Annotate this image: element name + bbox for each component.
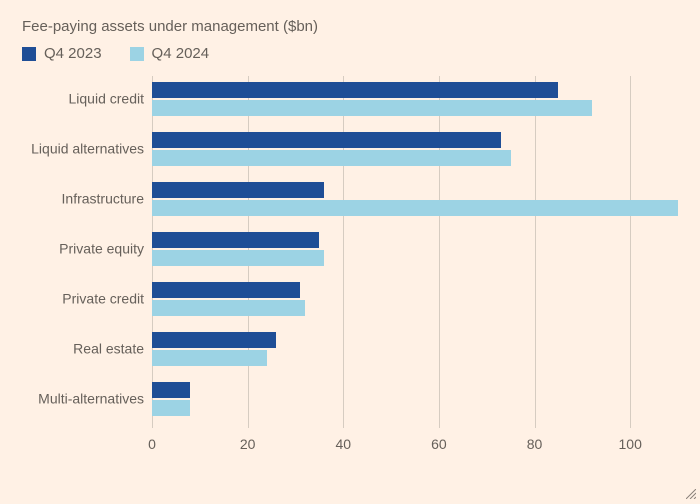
category-label: Private equity bbox=[22, 241, 144, 256]
plot-wrapper: 0 20 40 60 80 100 Liquid credit Liquid alterna… bbox=[22, 68, 678, 464]
bar bbox=[152, 200, 678, 216]
x-tick-label: 100 bbox=[618, 436, 641, 452]
legend-item-0: Q4 2023 bbox=[22, 45, 102, 62]
bar bbox=[152, 250, 324, 266]
x-tick-label: 40 bbox=[335, 436, 351, 452]
bar bbox=[152, 300, 305, 316]
bar bbox=[152, 350, 267, 366]
legend: Q4 2023 Q4 2024 bbox=[22, 45, 678, 62]
bar bbox=[152, 132, 501, 148]
bar bbox=[152, 232, 319, 248]
gridline bbox=[535, 76, 536, 428]
bar bbox=[152, 150, 511, 166]
category-label: Liquid credit bbox=[22, 91, 144, 106]
bar bbox=[152, 332, 276, 348]
bar bbox=[152, 400, 190, 416]
x-tick-label: 20 bbox=[240, 436, 256, 452]
chart-title: Fee-paying assets under management ($bn) bbox=[22, 18, 678, 35]
x-axis: 020406080100 bbox=[152, 436, 678, 456]
category-label: Multi-alternatives bbox=[22, 391, 144, 406]
gridline bbox=[439, 76, 440, 428]
category-label: Real estate bbox=[22, 341, 144, 356]
gridline bbox=[630, 76, 631, 428]
bar bbox=[152, 182, 324, 198]
chart-container: Fee-paying assets under management ($bn)… bbox=[0, 0, 700, 500]
x-tick-label: 0 bbox=[148, 436, 156, 452]
legend-label-0: Q4 2023 bbox=[44, 45, 102, 62]
bar bbox=[152, 382, 190, 398]
resize-handle-icon[interactable] bbox=[686, 486, 696, 496]
bar bbox=[152, 282, 300, 298]
legend-swatch-0 bbox=[22, 47, 36, 61]
gridline bbox=[343, 76, 344, 428]
legend-item-1: Q4 2024 bbox=[130, 45, 210, 62]
bar bbox=[152, 100, 592, 116]
x-tick-label: 80 bbox=[527, 436, 543, 452]
category-label: Infrastructure bbox=[22, 191, 144, 206]
category-label: Liquid alternatives bbox=[22, 141, 144, 156]
bar bbox=[152, 82, 558, 98]
legend-label-1: Q4 2024 bbox=[152, 45, 210, 62]
category-label: Private credit bbox=[22, 291, 144, 306]
x-tick-label: 60 bbox=[431, 436, 447, 452]
legend-swatch-1 bbox=[130, 47, 144, 61]
plot-area bbox=[152, 76, 678, 428]
